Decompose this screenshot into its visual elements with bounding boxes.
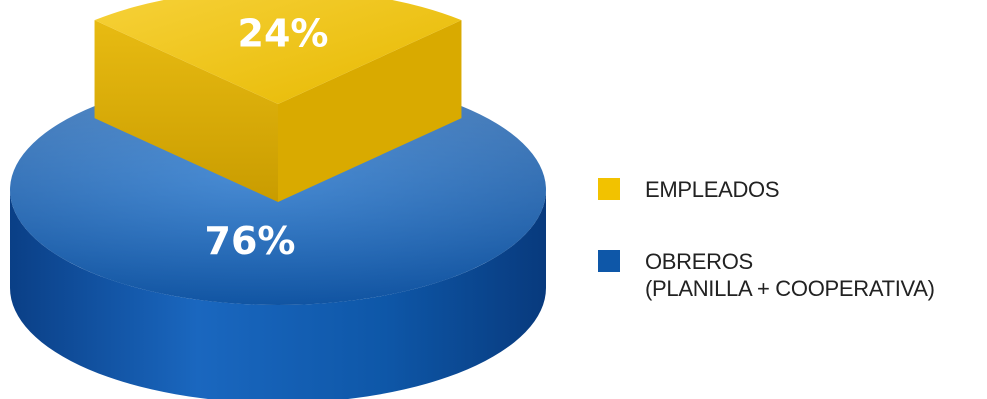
- legend-label-obreros: OBREROS (PLANILLA + COOPERATIVA): [645, 249, 935, 301]
- slice-label-empleados: 24%: [238, 12, 329, 56]
- legend-label-empleados: EMPLEADOS: [645, 177, 780, 202]
- pie-chart-svg: 24% 76%: [10, 0, 546, 399]
- slice-gloss-obreros: [10, 106, 546, 305]
- legend-item-empleados: EMPLEADOS: [598, 176, 987, 206]
- legend-item-obreros: OBREROS (PLANILLA + COOPERATIVA): [598, 248, 987, 301]
- legend-swatch-empleados: [598, 178, 620, 200]
- legend: EMPLEADOS OBREROS (PLANILLA + COOPERATIV…: [598, 176, 987, 320]
- slice-top-empleados: [94, 0, 462, 104]
- slice-label-obreros: 76%: [205, 219, 296, 263]
- slice-cut-empleados-right: [278, 20, 462, 202]
- legend-swatch-obreros: [598, 250, 620, 272]
- slice-side-obreros: [10, 190, 546, 399]
- slice-cut-empleados-left: [94, 20, 278, 202]
